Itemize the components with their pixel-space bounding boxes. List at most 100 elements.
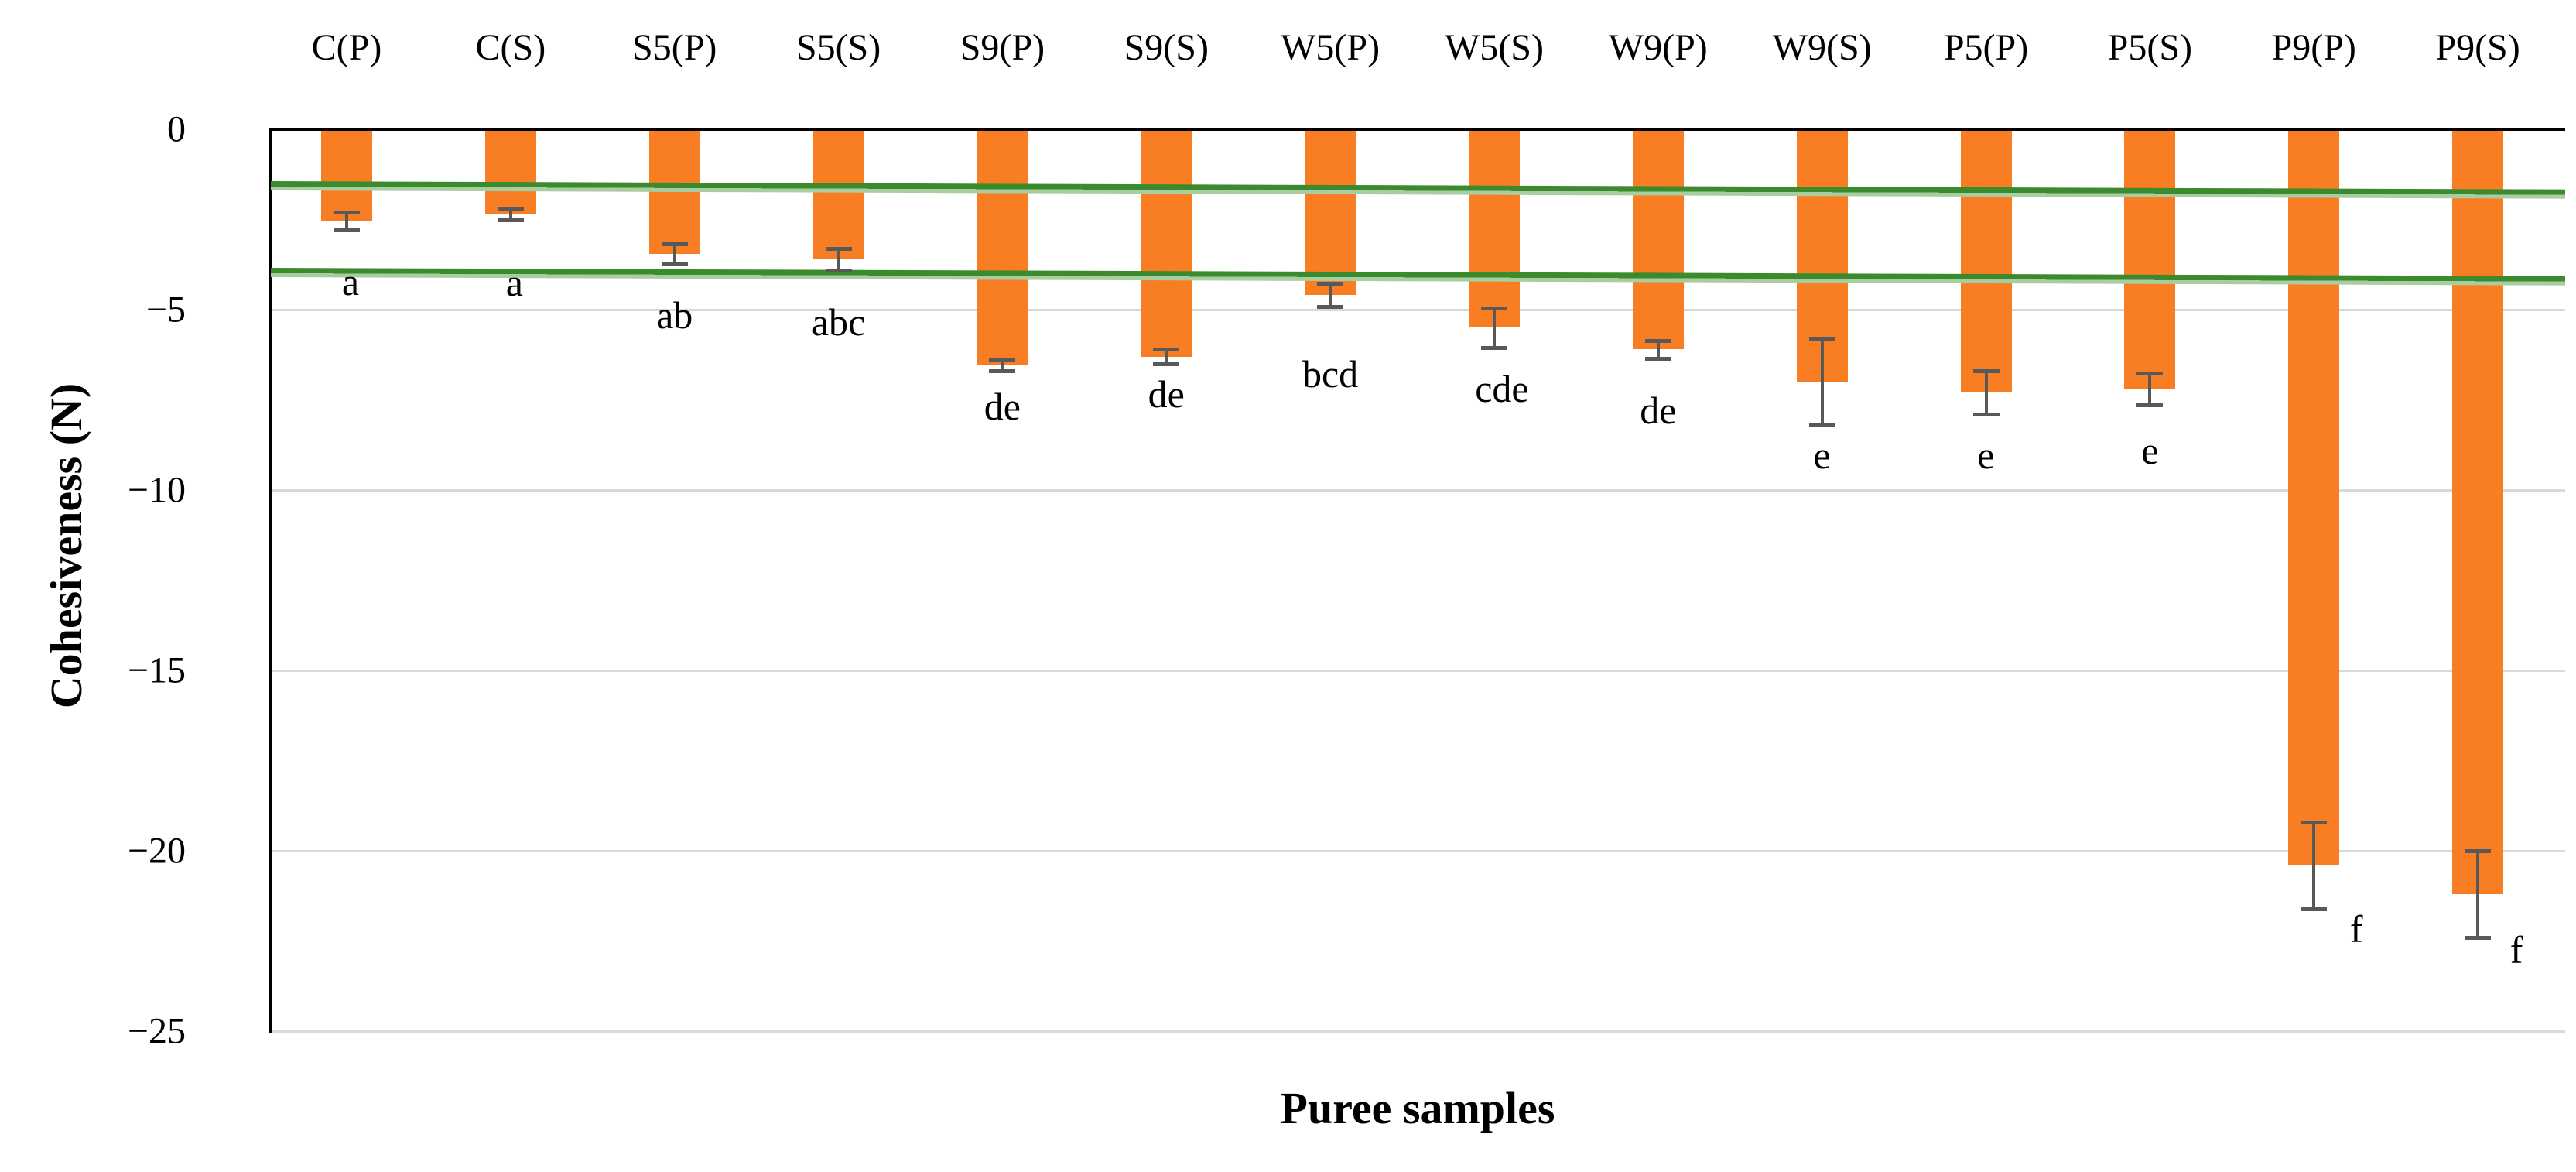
- error-cap-bottom-P9(P): [2301, 906, 2328, 911]
- y-tick-label: −5: [145, 289, 186, 331]
- sig-letter-C(S): a: [505, 261, 523, 305]
- error-cap-top-W9(P): [1644, 338, 1671, 343]
- sig-letter-W5(S): cde: [1475, 366, 1529, 410]
- error-cap-top-S9(P): [989, 358, 1016, 363]
- error-cap-top-C(S): [497, 206, 524, 211]
- error-cap-bottom-P5(P): [1972, 413, 2000, 417]
- y-tick-label: −20: [127, 830, 186, 872]
- category-label-W9(P): W9(P): [1608, 27, 1708, 68]
- error-cap-top-P5(P): [1972, 369, 2000, 374]
- y-axis-line: [269, 128, 272, 1033]
- error-bar-S5(S): [836, 248, 840, 270]
- error-bar-W9(S): [1820, 338, 1824, 426]
- error-cap-top-P9(P): [2301, 820, 2328, 824]
- bar-C(S): [484, 131, 536, 214]
- category-label-C(S): C(S): [475, 27, 546, 68]
- bar-W5(S): [1468, 131, 1520, 328]
- category-label-C(P): C(P): [311, 27, 382, 68]
- sig-letter-S5(P): ab: [656, 293, 693, 338]
- sig-letter-W9(S): e: [1813, 434, 1831, 478]
- error-bar-P5(S): [2148, 372, 2152, 406]
- error-cap-top-W5(P): [1317, 282, 1344, 286]
- error-cap-bottom-W5(P): [1317, 305, 1344, 310]
- sig-letter-W9(P): de: [1640, 388, 1677, 432]
- error-cap-bottom-S9(S): [1153, 362, 1180, 366]
- error-cap-top-S9(S): [1153, 348, 1180, 352]
- error-cap-bottom-C(S): [497, 218, 524, 223]
- category-label-S9(P): S9(P): [960, 27, 1045, 68]
- category-label-P5(S): P5(S): [2107, 27, 2193, 68]
- y-tick-label: 0: [167, 108, 186, 150]
- sig-letter-W5(P): bcd: [1302, 352, 1359, 396]
- bar-S9(P): [977, 131, 1028, 366]
- error-bar-C(S): [508, 207, 512, 221]
- bar-C(P): [321, 131, 372, 221]
- category-label-P9(S): P9(S): [2435, 27, 2520, 68]
- bar-S5(P): [648, 131, 700, 254]
- error-cap-top-S5(S): [825, 246, 852, 251]
- error-cap-top-W9(S): [1808, 337, 1835, 341]
- gridline--25: [271, 1030, 2565, 1033]
- error-bar-S9(P): [1001, 360, 1004, 372]
- gridline--20: [271, 850, 2565, 852]
- bar-P5(S): [2124, 131, 2176, 389]
- y-tick-label: −25: [127, 1010, 186, 1052]
- gridline--5: [271, 309, 2565, 311]
- sig-letter-C(P): a: [341, 260, 360, 304]
- lower-green-threshold: [270, 267, 2566, 286]
- error-cap-bottom-P9(S): [2465, 935, 2492, 940]
- bar-P9(P): [2288, 131, 2340, 865]
- error-cap-bottom-P5(S): [2136, 403, 2164, 408]
- error-cap-bottom-W5(S): [1480, 345, 1507, 350]
- error-cap-top-S5(P): [661, 242, 688, 247]
- error-bar-W9(P): [1656, 340, 1660, 358]
- bar-S5(S): [812, 131, 864, 259]
- y-tick-label: −15: [127, 649, 186, 691]
- sig-letter-S5(S): abc: [811, 300, 866, 344]
- upper-green-threshold: [270, 180, 2566, 199]
- error-cap-bottom-C(P): [334, 228, 360, 233]
- error-bar-W5(S): [1492, 307, 1496, 348]
- y-tick-label: −10: [127, 469, 186, 511]
- error-cap-top-W5(S): [1480, 306, 1507, 310]
- sig-letter-P9(P): f: [2349, 906, 2363, 951]
- sig-letter-S9(S): de: [1148, 372, 1185, 416]
- category-label-P9(P): P9(P): [2271, 27, 2356, 68]
- category-label-P5(P): P5(P): [1943, 27, 2029, 68]
- error-bar-S9(S): [1165, 349, 1168, 364]
- bar-W5(P): [1305, 131, 1356, 296]
- sig-letter-P9(S): f: [2509, 927, 2523, 972]
- error-cap-top-P9(S): [2465, 849, 2492, 853]
- gridline--10: [271, 489, 2565, 492]
- error-cap-top-P5(S): [2136, 371, 2164, 375]
- x-axis-title: Puree samples: [1280, 1083, 1555, 1133]
- category-label-W5(P): W5(P): [1281, 27, 1380, 68]
- error-bar-S5(P): [672, 244, 676, 264]
- error-bar-P9(P): [2312, 821, 2316, 909]
- category-label-W5(S): W5(S): [1444, 27, 1544, 68]
- category-label-S5(S): S5(S): [795, 27, 881, 68]
- error-bar-C(P): [345, 212, 348, 231]
- bar-W9(P): [1632, 131, 1684, 350]
- bar-S9(S): [1141, 131, 1192, 357]
- error-cap-bottom-S5(P): [661, 262, 688, 266]
- error-cap-bottom-S5(S): [825, 268, 852, 272]
- error-cap-top-C(P): [334, 211, 360, 215]
- sig-letter-P5(P): e: [1977, 434, 1995, 478]
- x-axis-zero-line: [271, 128, 2565, 131]
- error-cap-bottom-W9(S): [1808, 423, 1835, 428]
- error-cap-bottom-S9(P): [989, 369, 1016, 374]
- sig-letter-P5(S): e: [2141, 429, 2159, 473]
- sig-letter-S9(P): de: [984, 385, 1021, 429]
- error-cap-bottom-W9(P): [1644, 356, 1671, 361]
- bar-P5(P): [1960, 131, 2012, 393]
- error-bar-P9(S): [2476, 851, 2480, 937]
- gridline--15: [271, 670, 2565, 672]
- category-label-S5(P): S5(P): [632, 27, 717, 68]
- category-label-W9(S): W9(S): [1772, 27, 1872, 68]
- error-bar-W5(P): [1329, 283, 1332, 307]
- error-bar-P5(P): [1984, 371, 1988, 415]
- category-label-S9(S): S9(S): [1124, 27, 1209, 68]
- bar-P9(S): [2452, 131, 2504, 894]
